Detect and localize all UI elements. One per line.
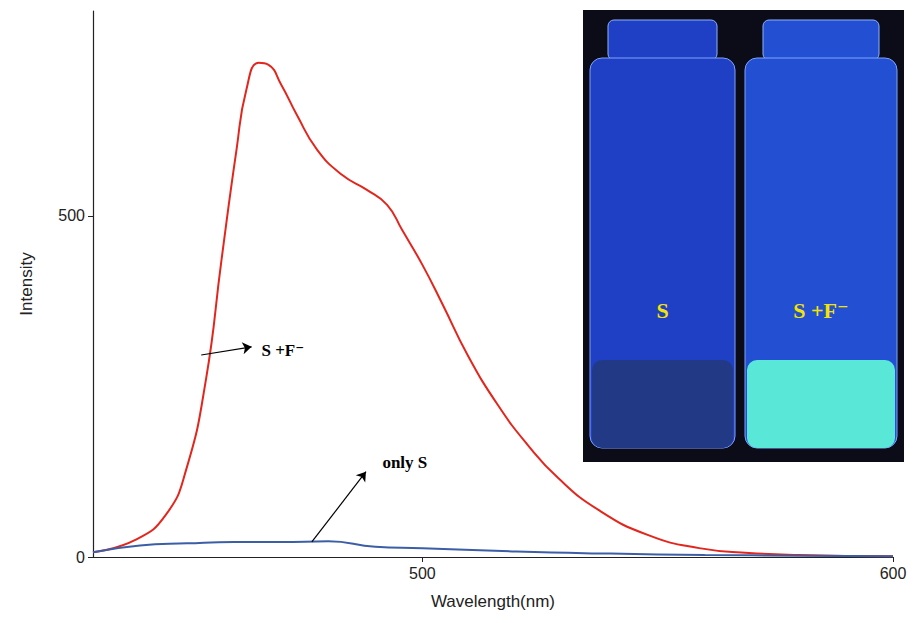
svg-text:600: 600: [880, 565, 907, 582]
svg-text:S: S: [656, 298, 668, 323]
svg-text:Wavelength(nm): Wavelength(nm): [431, 592, 555, 611]
svg-text:500: 500: [58, 207, 85, 224]
svg-text:0: 0: [76, 549, 85, 566]
svg-text:only S: only S: [382, 453, 427, 472]
svg-text:Intensity: Intensity: [17, 252, 36, 316]
svg-text:500: 500: [409, 565, 436, 582]
svg-text:S +F⁻: S +F⁻: [261, 341, 304, 360]
svg-text:S +F⁻: S +F⁻: [793, 298, 848, 323]
